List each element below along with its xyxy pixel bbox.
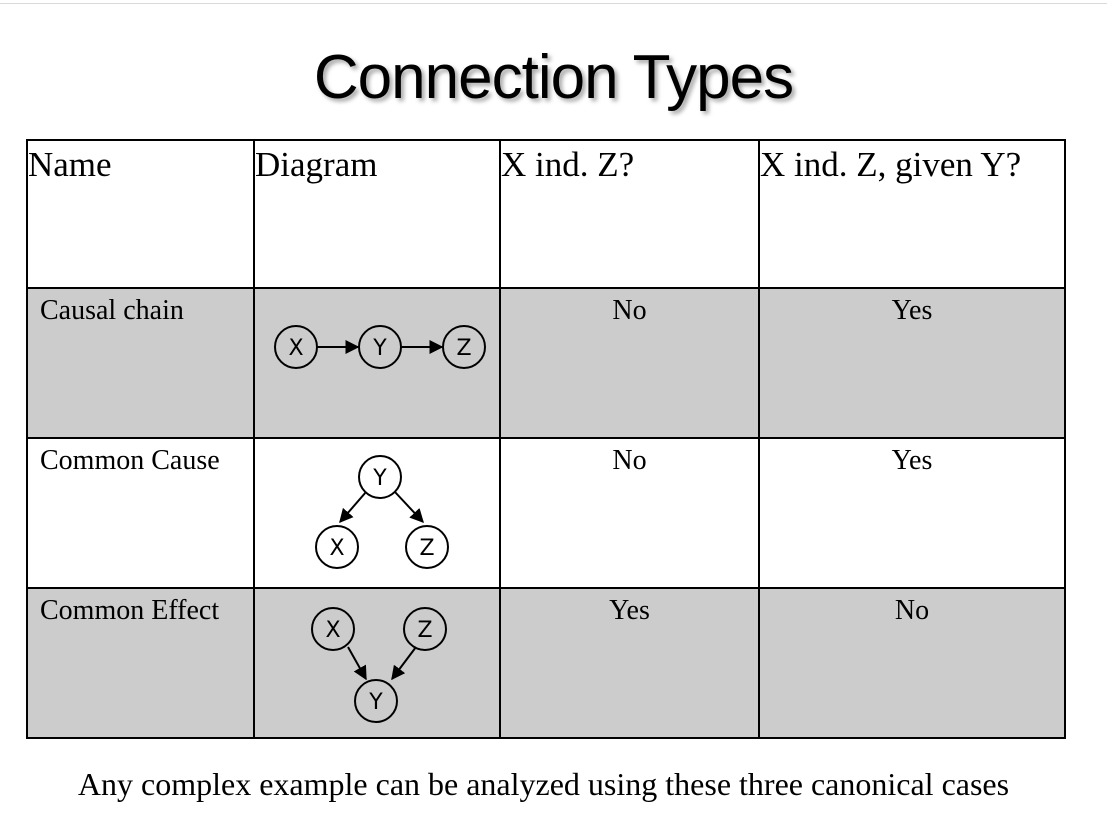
node-y: Y xyxy=(354,679,398,723)
answer-x-ind-z: No xyxy=(499,437,760,589)
node-z: Z xyxy=(442,325,486,369)
common-cause-diagram: Y X Z xyxy=(253,437,501,589)
answer-x-ind-z: No xyxy=(499,287,760,439)
table-row-causal-chain: Causal chain X Y xyxy=(26,287,1066,439)
node-z: Z xyxy=(403,607,447,651)
row-name: Common Cause xyxy=(26,437,255,589)
common-effect-diagram: X Z Y xyxy=(253,587,501,739)
header-row: Name Diagram X ind. Z? X ind. Z, given Y… xyxy=(26,139,1066,289)
svg-text:Z: Z xyxy=(417,618,432,643)
header-x-ind-z-given-y: X ind. Z, given Y? xyxy=(758,139,1066,289)
answer-x-ind-z-given-y: No xyxy=(758,587,1066,739)
row-name: Common Effect xyxy=(26,587,255,739)
slide-caption: Any complex example can be analyzed usin… xyxy=(77,766,1010,802)
connection-types-table: Name Diagram X ind. Z? X ind. Z, given Y… xyxy=(26,139,1066,739)
svg-text:Y: Y xyxy=(368,690,383,715)
svg-text:X: X xyxy=(329,536,344,561)
svg-text:X: X xyxy=(325,618,340,643)
table-row-common-cause: Common Cause Y X xyxy=(26,437,1066,589)
header-diagram: Diagram xyxy=(253,139,501,289)
node-x: X xyxy=(311,607,355,651)
node-y: Y xyxy=(358,455,402,499)
answer-x-ind-z-given-y: Yes xyxy=(758,437,1066,589)
row-name: Causal chain xyxy=(26,287,255,439)
node-x: X xyxy=(274,325,318,369)
answer-x-ind-z: Yes xyxy=(499,587,760,739)
answer-x-ind-z-given-y: Yes xyxy=(758,287,1066,439)
svg-text:Z: Z xyxy=(456,336,471,361)
header-name: Name xyxy=(26,139,255,289)
node-x: X xyxy=(315,525,359,569)
svg-text:X: X xyxy=(288,336,303,361)
svg-text:Y: Y xyxy=(372,466,387,491)
top-divider xyxy=(0,3,1107,4)
node-y: Y xyxy=(358,325,402,369)
header-x-ind-z: X ind. Z? xyxy=(499,139,760,289)
node-z: Z xyxy=(405,525,449,569)
svg-text:Z: Z xyxy=(419,536,434,561)
slide-title: Connection Types xyxy=(313,43,794,112)
causal-chain-diagram: X Y Z xyxy=(253,287,501,439)
table-row-common-effect: Common Effect X Z xyxy=(26,587,1066,739)
svg-text:Y: Y xyxy=(372,336,387,361)
